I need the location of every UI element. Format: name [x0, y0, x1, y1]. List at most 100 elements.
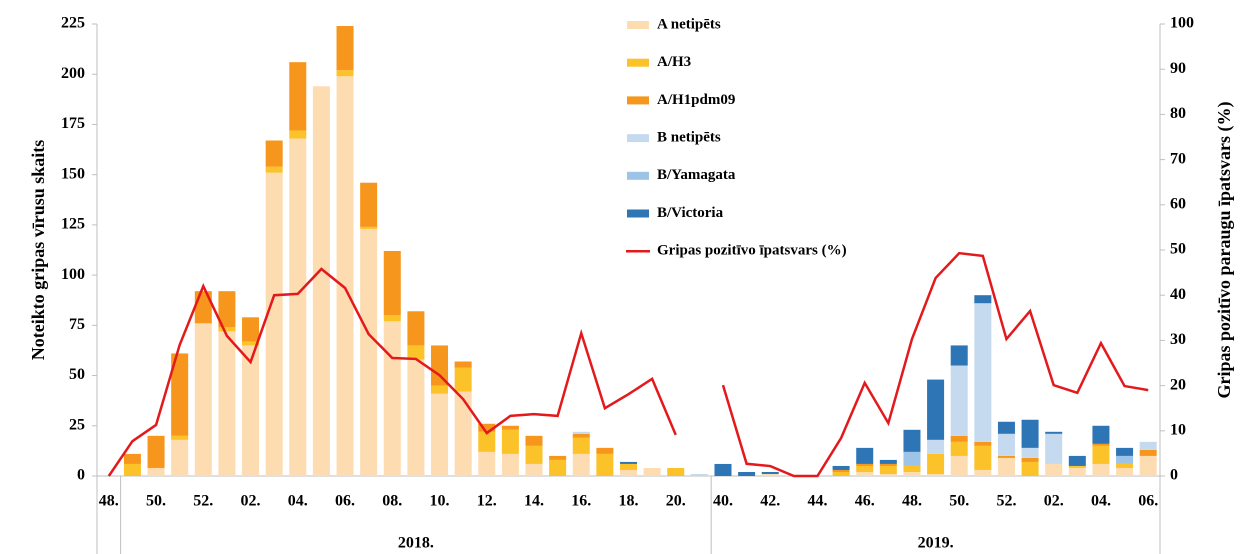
bar-segment — [1116, 463, 1134, 468]
bar-segment — [501, 429, 519, 454]
x-tick-label: 20. — [666, 493, 686, 510]
bar-segment — [360, 228, 378, 476]
bar-segment — [927, 453, 945, 474]
y2-axis-title: Gripas pozitīvo paraugu īpatsvars (%) — [1214, 101, 1235, 398]
x-tick-label: 42. — [760, 493, 780, 510]
bar-segment — [454, 367, 472, 392]
y-tick-label: 175 — [61, 115, 85, 132]
legend-swatch — [627, 171, 649, 180]
x-tick-label: 46. — [855, 493, 875, 510]
bar-segment — [927, 379, 945, 440]
x-tick-label: 14. — [524, 493, 544, 510]
bar-segment — [478, 423, 496, 432]
bar-segment — [525, 445, 543, 464]
bar-segment — [171, 353, 189, 436]
bar-segment — [974, 445, 992, 470]
y-tick-label: 125 — [61, 216, 85, 233]
bar-segment — [714, 463, 732, 476]
bar-segment — [265, 140, 283, 167]
bar-segment — [171, 435, 189, 440]
x-tick-label: 06. — [1138, 493, 1158, 510]
x-tick-label: 44. — [807, 493, 827, 510]
bar-segment — [431, 345, 449, 386]
bar-segment — [312, 86, 330, 476]
bar-segment — [383, 251, 401, 316]
x-tick-label: 04. — [1091, 493, 1111, 510]
bar-segment — [997, 421, 1015, 434]
bar-segment — [336, 70, 354, 77]
bar-segment — [478, 431, 496, 452]
bar-segment — [974, 441, 992, 446]
legend-swatch — [627, 96, 649, 105]
bar-segment — [903, 429, 921, 452]
bar-segment — [572, 431, 590, 434]
bar-segment — [997, 457, 1015, 476]
bar-segment — [1139, 441, 1157, 450]
line — [107, 267, 677, 477]
bar-segment — [856, 463, 874, 466]
x-tick-label: 50. — [949, 493, 969, 510]
bar-segment — [1068, 465, 1086, 468]
bar-segment — [856, 471, 874, 476]
bar-segment — [289, 138, 307, 477]
legend-label: A/H1pdm09 — [657, 92, 735, 108]
bar-segment — [856, 447, 874, 464]
bar-segment — [1092, 463, 1110, 476]
bar-segment — [1139, 455, 1157, 476]
bar-segment — [832, 471, 850, 476]
bar-segment — [549, 455, 567, 460]
legend-label: B/Yamagata — [657, 167, 736, 183]
bar-segment — [525, 435, 543, 446]
y2-tick-label: 80 — [1170, 105, 1186, 122]
y-tick-label: 150 — [61, 165, 85, 182]
bar-segment — [927, 473, 945, 476]
x-tick-label: 52. — [996, 493, 1016, 510]
bar-segment — [879, 463, 897, 466]
bar-segment — [1116, 467, 1134, 476]
bar-segment — [596, 447, 614, 454]
bar-segment — [1092, 445, 1110, 464]
x-tick-label: 08. — [382, 493, 402, 510]
bar-segment — [218, 291, 236, 328]
bar-segment — [383, 315, 401, 322]
bar-segment — [1021, 461, 1039, 476]
bar-segment — [431, 385, 449, 394]
y2-tick-label: 0 — [1170, 467, 1178, 484]
bar-segment — [950, 365, 968, 436]
bar-segment — [218, 327, 236, 332]
bar-segment — [738, 471, 756, 476]
bar-segment — [1045, 433, 1063, 464]
bar-segment — [407, 345, 425, 360]
x-tick-label: 48. — [99, 493, 119, 510]
x-tick-label: 02. — [1044, 493, 1064, 510]
x-tick-label: 06. — [335, 493, 355, 510]
x-tick-label: 40. — [713, 493, 733, 510]
y2-tick-label: 60 — [1170, 195, 1186, 212]
bar-segment — [1021, 457, 1039, 462]
bar-segment — [1045, 431, 1063, 434]
bar-segment — [289, 62, 307, 131]
y-tick-label: 200 — [61, 65, 85, 82]
bar-segment — [336, 26, 354, 71]
legend-swatch — [627, 21, 649, 29]
y2-tick-label: 20 — [1170, 376, 1186, 393]
bar-segment — [147, 435, 165, 468]
bar-segment — [903, 451, 921, 466]
bar-segment — [383, 321, 401, 476]
bar-segment — [903, 465, 921, 472]
bar-segment — [265, 172, 283, 476]
x-tick-label: 50. — [146, 493, 166, 510]
bar-segment — [360, 182, 378, 227]
y-tick-label: 0 — [77, 467, 85, 484]
bar-segment — [927, 439, 945, 454]
bar-segment — [1045, 463, 1063, 476]
legend-swatch — [627, 134, 649, 143]
bar-segment — [643, 467, 661, 476]
bar-segment — [761, 473, 779, 476]
bar-segment — [879, 459, 897, 464]
x-tick-label: 10. — [430, 493, 450, 510]
bar-segment — [974, 303, 992, 442]
bar-segment — [950, 455, 968, 476]
bar-segment — [974, 295, 992, 304]
